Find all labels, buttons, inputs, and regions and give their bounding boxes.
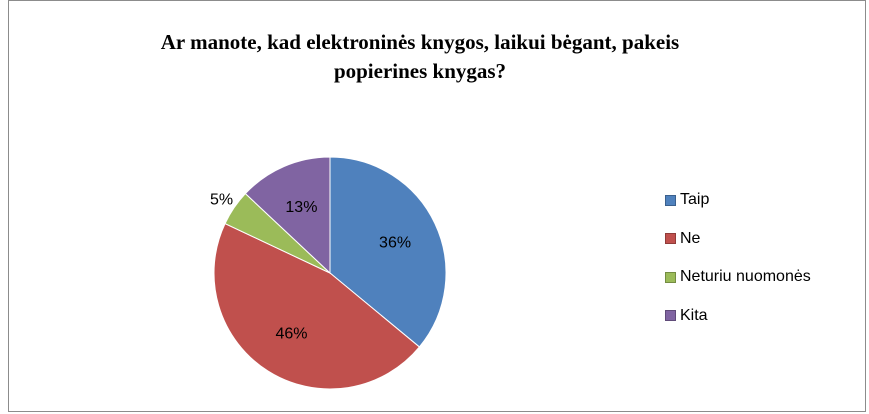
pie-slice-taip <box>329 156 447 348</box>
chart-title: Ar manote, kad elektroninės knygos, laik… <box>30 28 810 86</box>
legend-label: Taip <box>680 191 710 208</box>
legend-item-kita: Kita <box>665 306 811 324</box>
legend-swatch <box>665 194 676 206</box>
legend-swatch <box>665 271 676 283</box>
pie-label-ne: 46% <box>275 326 307 343</box>
legend-swatch <box>665 310 676 321</box>
pie-slice-ne <box>213 222 421 390</box>
pie-label-neturiu-nuomonės: 5% <box>210 191 233 208</box>
pie-label-taip: 36% <box>379 234 411 251</box>
legend-label: Kita <box>680 306 708 324</box>
legend-label: Neturiu nuomonės <box>680 268 811 285</box>
chart-title-line-2: popierines knygas? <box>333 59 507 83</box>
legend-item-ne: Ne <box>665 229 811 247</box>
legend-item-taip: Taip <box>665 191 811 208</box>
chart-frame <box>8 0 866 412</box>
legend-swatch <box>665 233 676 244</box>
legend-item-neturiu-nuomonės: Neturiu nuomonės <box>665 268 811 285</box>
legend: Taip Ne Neturiu nuomonės Kita <box>665 191 811 347</box>
pie-label-kita: 13% <box>285 199 317 216</box>
chart-title-line-1: Ar manote, kad elektroninės knygos, laik… <box>160 30 680 54</box>
legend-label: Ne <box>680 229 701 247</box>
pie-slice-kita <box>244 156 331 275</box>
